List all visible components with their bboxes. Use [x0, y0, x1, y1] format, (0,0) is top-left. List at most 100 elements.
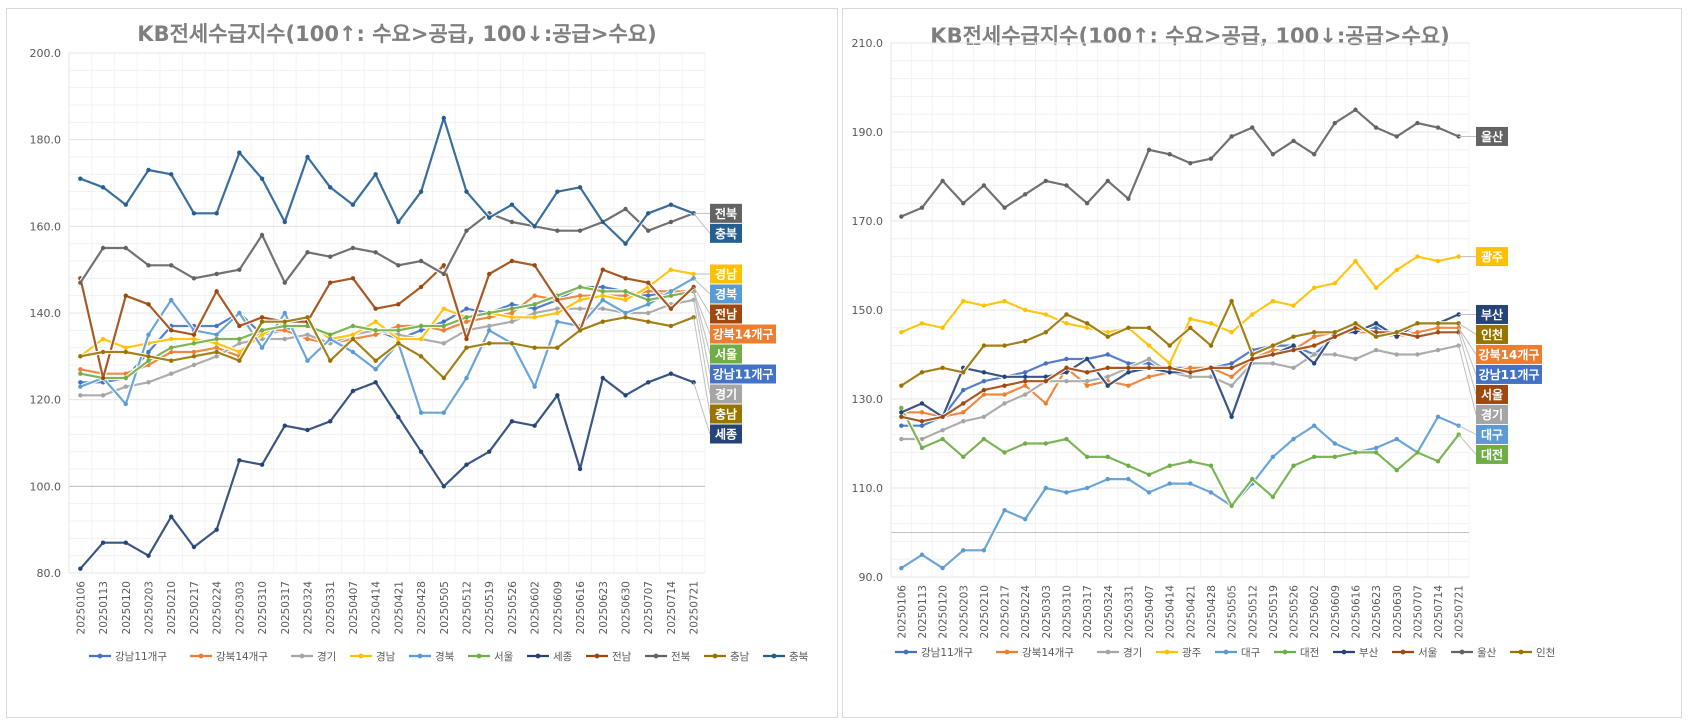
data-point: [961, 548, 966, 553]
x-tick-label: 20250324: [303, 581, 315, 635]
data-point: [1002, 205, 1007, 210]
data-point: [1188, 481, 1193, 486]
data-point: [1415, 330, 1420, 335]
x-tick-label: 20250630: [621, 581, 633, 634]
data-point: [259, 315, 265, 320]
end-label-서울: 서울: [1458, 332, 1508, 404]
data-point: [1270, 152, 1276, 157]
data-point: [78, 566, 83, 571]
x-tick-label: 20250303: [1041, 585, 1053, 638]
data-point: [464, 315, 469, 320]
legend-swatch-marker: [1518, 649, 1524, 655]
data-point: [1022, 192, 1028, 197]
legend-label: 세종: [553, 651, 573, 663]
data-point: [1084, 356, 1090, 362]
x-tick-label: 20250113: [917, 585, 929, 638]
data-point: [350, 349, 356, 355]
data-point: [146, 302, 151, 307]
data-point: [961, 401, 966, 406]
data-point: [1084, 383, 1090, 388]
data-point: [123, 401, 128, 407]
series-line: [80, 277, 695, 414]
data-point: [396, 328, 401, 333]
end-label-충북: 충북: [693, 213, 742, 243]
legend-label: 강북14개구: [216, 651, 268, 663]
series-충남: [78, 315, 696, 381]
x-tick-label: 20250721: [1454, 585, 1466, 638]
series-line: [900, 300, 1459, 387]
data-point: [509, 258, 515, 264]
end-label-badge: [1476, 444, 1508, 464]
data-point: [191, 336, 197, 342]
data-point: [350, 388, 356, 394]
data-point: [1043, 485, 1049, 491]
leader-line: [1458, 345, 1477, 415]
data-point: [1394, 352, 1399, 357]
data-point: [487, 310, 492, 316]
series-line: [80, 116, 694, 245]
data-point: [100, 336, 106, 342]
data-point: [1270, 343, 1276, 348]
data-point: [1250, 312, 1255, 317]
data-point: [441, 375, 446, 381]
data-point: [509, 341, 515, 346]
data-point: [1022, 370, 1028, 375]
data-point: [532, 302, 537, 307]
data-point: [487, 341, 492, 346]
data-point: [668, 202, 674, 207]
data-point: [328, 185, 333, 190]
data-point: [214, 289, 219, 294]
data-point: [100, 540, 106, 545]
data-point: [668, 371, 674, 376]
data-point: [981, 414, 987, 419]
end-label-전남: 전남: [693, 286, 742, 324]
x-tick-label: 20250616: [575, 581, 587, 635]
data-point: [532, 306, 537, 311]
legend-item: 경남: [350, 650, 396, 663]
data-point: [464, 462, 469, 467]
end-label-전북: 전북: [693, 203, 742, 223]
legend-label: 경북: [435, 650, 455, 663]
legend-label: 경남: [376, 650, 396, 663]
legend-item: 강북14개구: [190, 651, 268, 663]
leader-line: [693, 286, 711, 315]
data-point: [441, 341, 446, 346]
legend-label: 인천: [1536, 647, 1555, 659]
data-point: [1208, 156, 1214, 161]
end-label-text: 서울: [1481, 387, 1503, 402]
legend-item: 강북14개구: [996, 647, 1074, 659]
leader-line: [693, 291, 711, 355]
data-point: [1188, 365, 1193, 371]
data-point: [373, 358, 378, 363]
data-point: [899, 405, 904, 411]
series-line: [79, 372, 694, 570]
end-label-부산: 부산: [1458, 304, 1508, 324]
data-point: [668, 289, 674, 294]
data-point: [509, 419, 515, 424]
data-point: [1064, 321, 1069, 326]
data-point: [237, 323, 242, 329]
data-point: [350, 336, 356, 342]
data-point: [981, 548, 987, 553]
data-point: [214, 345, 219, 350]
data-point: [418, 258, 424, 264]
data-point: [1167, 343, 1172, 348]
data-point: [1022, 307, 1028, 313]
data-point: [899, 423, 904, 428]
x-tick-label: 20250519: [1268, 585, 1280, 638]
data-point: [940, 178, 945, 184]
data-point: [1126, 476, 1131, 482]
x-tick-label: 20250224: [1020, 585, 1032, 639]
data-point: [214, 349, 219, 355]
data-point: [100, 393, 106, 398]
x-tick-label: 20250421: [393, 581, 405, 634]
data-point: [350, 332, 356, 337]
data-point: [532, 263, 537, 268]
end-label-badge: [710, 324, 776, 344]
data-point: [1002, 392, 1007, 397]
leader-line: [1458, 327, 1477, 375]
chart-panel-right: KB전세수급지수(100↑: 수요>공급, 100↓:공급>수요) 90.0 110…: [842, 8, 1682, 718]
data-point: [1311, 285, 1317, 290]
leader-line: [1458, 322, 1477, 335]
data-point: [328, 419, 333, 424]
